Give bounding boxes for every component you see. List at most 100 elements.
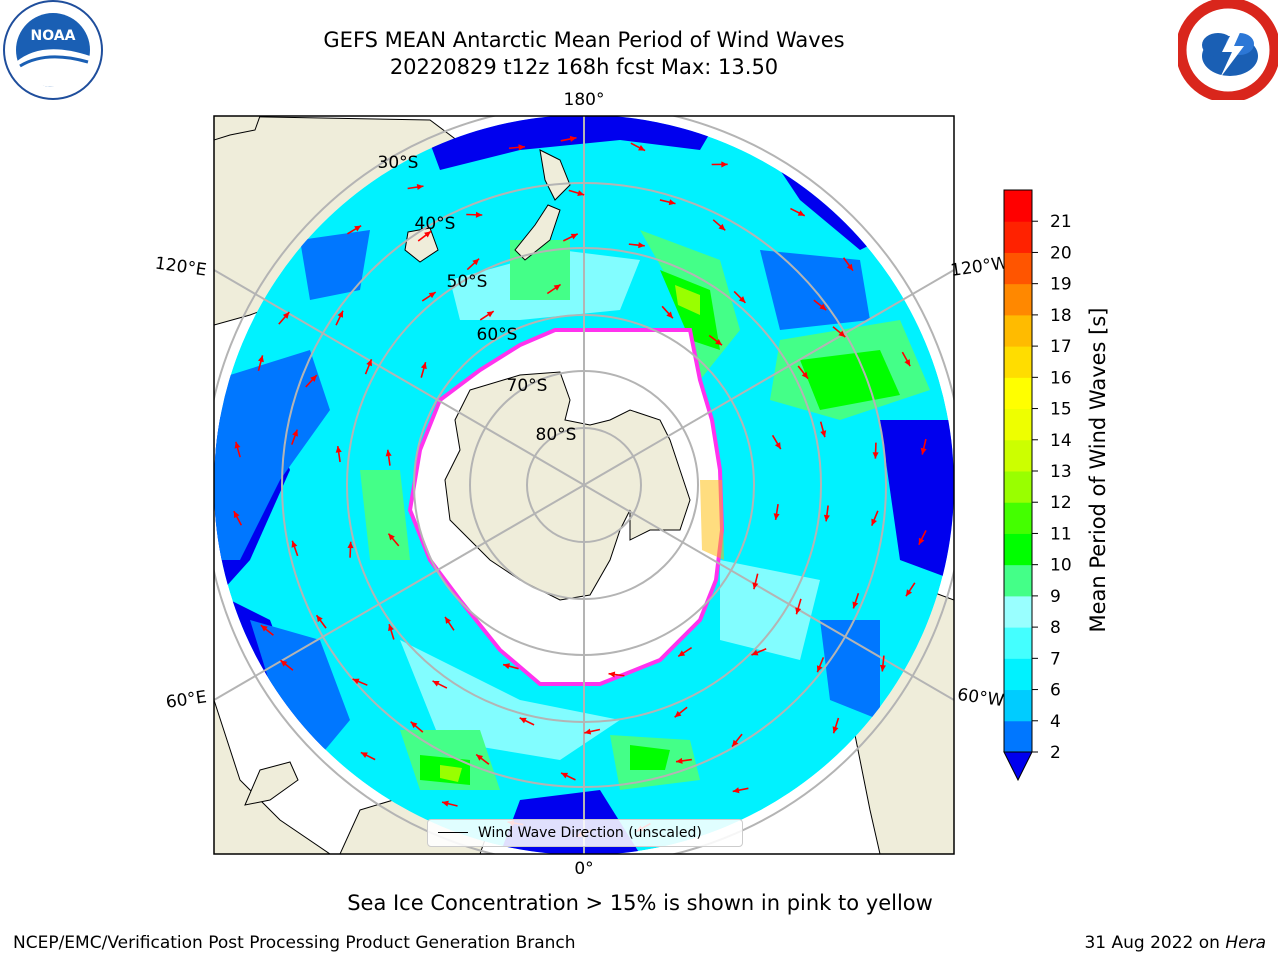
colorbar-segment (1004, 627, 1032, 659)
wave-arrow-head (518, 144, 525, 151)
colorbar-segment (1004, 564, 1032, 597)
wave-arrow-head (904, 359, 911, 367)
wave-arrow-head (718, 223, 726, 231)
wave-arrow-head (410, 721, 418, 729)
legend-label: Wind Wave Direction (unscaled) (478, 825, 702, 841)
lon-label-60e: 60°E (165, 687, 208, 712)
lon-label-120w: 120°W (949, 253, 1009, 281)
lon-label-180: 180° (564, 90, 605, 110)
wave-arrow-head (360, 752, 368, 758)
colorbar-tick-label: 9 (1050, 587, 1061, 607)
wave-arrow-head (751, 649, 759, 656)
graticule (214, 116, 954, 854)
colorbar-segment (1004, 471, 1032, 503)
colorbar-segment (1004, 439, 1032, 472)
colorbar-tick-label: 11 (1050, 524, 1072, 544)
colorbar-tick-label: 21 (1050, 212, 1072, 232)
wave-arrow-head (347, 541, 354, 549)
colorbar-segment (1004, 190, 1032, 222)
colorbar-tick-label: 15 (1050, 400, 1072, 420)
wave-arrow-head (852, 601, 859, 609)
footer-date: 31 Aug 2022 on Hera (1084, 933, 1266, 953)
colorbar-segment (1004, 252, 1032, 285)
wave-arrow-head (233, 511, 240, 519)
colorbar-segment (1004, 408, 1032, 441)
wave-arrow-head (280, 660, 288, 667)
wave-arrow-head (638, 144, 646, 151)
wave-arrow-head (871, 518, 877, 526)
lat-label-50s: 50°S (447, 272, 488, 292)
wave-arrow-head (519, 717, 527, 724)
wave-arrow-head (388, 533, 395, 541)
lat-label-40s: 40°S (415, 214, 456, 234)
footer-credit: NCEP/EMC/Verification Post Processing Pr… (13, 933, 576, 953)
wave-arrow-head (337, 310, 343, 318)
colorbar-label: Mean Period of Wind Waves [s] (1086, 308, 1110, 633)
colorbar-segment (1004, 221, 1032, 253)
wave-arrow-head (442, 800, 449, 807)
wind-wave-arrows (233, 135, 927, 838)
chart-subtitle: 20220829 t12z 168h fcst Max: 13.50 (389, 55, 779, 79)
colorbar-tick-label: 10 (1050, 556, 1072, 576)
colorbar-tick-label: 16 (1050, 368, 1072, 388)
colorbar-segment (1004, 502, 1032, 534)
lat-label-30s: 30°S (378, 153, 419, 173)
wave-arrow-head (335, 446, 342, 453)
noaa-logo: NOAA (2, 0, 104, 102)
latitude-labels: 30°S 40°S 50°S 60°S 70°S 80°S (378, 153, 577, 445)
wave-arrow-head (432, 680, 440, 687)
wave-arrow-head (257, 355, 264, 363)
wave-arrow-head (732, 787, 740, 794)
wave-arrow-head (918, 537, 925, 545)
wave-arrow-head (801, 371, 809, 379)
svg-text:NOAA: NOAA (31, 28, 76, 44)
colorbar-tick-label: 4 (1050, 712, 1061, 732)
wave-arrow-head (428, 292, 436, 299)
colorbar-tick-label: 2 (1050, 743, 1061, 763)
colorbar: 2 4 6 7 8 9 10 11 12 13 14 15 16 17 18 19 20 21 (1003, 189, 1072, 782)
wave-arrow-head (738, 296, 746, 303)
wave-arrow-head (385, 449, 392, 457)
footer-date-text: 31 Aug 2022 on (1084, 933, 1220, 953)
wave-arrow-head (773, 513, 780, 520)
lat-label-80s: 80°S (536, 425, 577, 445)
footer-machine: Hera (1225, 933, 1266, 953)
legend: Wind Wave Direction (unscaled) (427, 819, 743, 847)
wave-arrow-head (486, 311, 494, 318)
wave-arrow-head (472, 258, 480, 266)
lon-label-60w: 60°W (956, 685, 1005, 711)
wave-arrow-head (795, 607, 802, 615)
wave-arrow-head (570, 233, 578, 240)
colorbar-tick-label: 17 (1050, 337, 1072, 357)
wave-arrow-head (292, 429, 298, 437)
colorbar-tick-label: 13 (1050, 462, 1072, 482)
nws-logo (1175, 0, 1280, 103)
wave-arrow-head (416, 184, 424, 191)
wave-arrow-head (553, 284, 561, 291)
colorbar-tick-label: 14 (1050, 431, 1072, 451)
wave-arrow-head (310, 375, 317, 382)
wave-arrow-head (366, 359, 372, 367)
wave-arrow-head (234, 441, 241, 449)
colorbar-segment (1004, 377, 1032, 410)
antarctica (444, 371, 691, 601)
lon-label-0: 0° (574, 859, 593, 879)
wave-arrow-head (774, 442, 781, 450)
wave-arrow-head (872, 452, 879, 459)
wave-arrow-head (676, 757, 683, 764)
colorbar-segment (1004, 595, 1032, 628)
wave-arrow-head (752, 582, 759, 590)
wave-arrow-head (569, 135, 577, 142)
wave-arrow-head (282, 312, 290, 319)
sea-ice-note: Sea Ice Concentration > 15% is shown in … (347, 891, 933, 915)
wave-arrow-head (715, 338, 722, 346)
lat-label-70s: 70°S (507, 376, 548, 396)
wave-arrow-head (638, 242, 645, 249)
colorbar-tick-label: 8 (1050, 618, 1061, 638)
wave-arrow-head (475, 211, 483, 218)
wave-arrow-head (424, 231, 431, 238)
lat-label-60s: 60°S (477, 325, 518, 345)
wave-arrow-head (820, 430, 827, 438)
colorbar-under-arrow (1003, 751, 1033, 782)
